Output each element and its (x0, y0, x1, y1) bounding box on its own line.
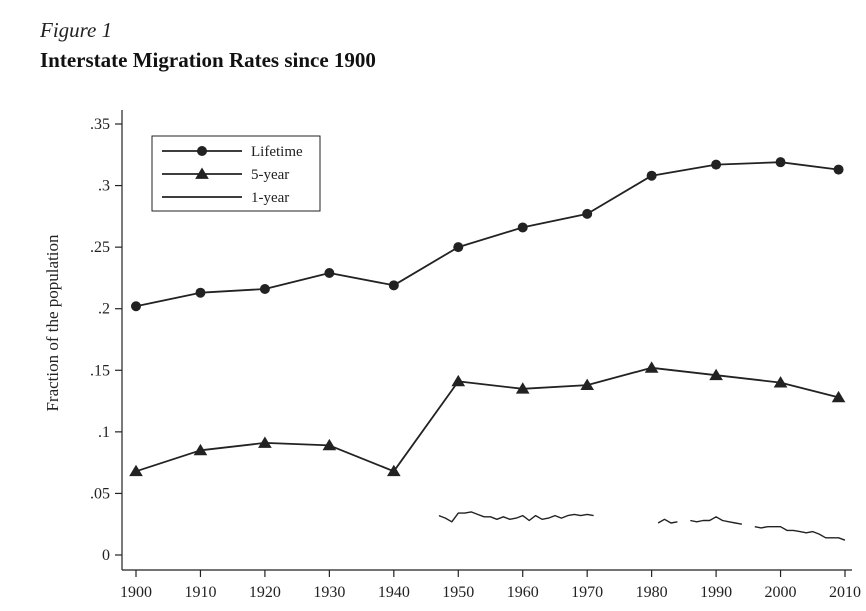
x-tick-label: 1990 (700, 584, 732, 601)
series-line (135, 161, 839, 308)
x-tick-label: 1970 (571, 584, 603, 601)
y-tick-label: .35 (90, 116, 110, 133)
x-tick-label: 1950 (442, 584, 474, 601)
series-line (657, 518, 678, 524)
data-point-circle (833, 164, 844, 175)
data-point-triangle (129, 464, 143, 477)
data-point-circle (517, 222, 528, 233)
figure-title: Interstate Migration Rates since 1900 (40, 48, 376, 72)
data-point-circle (195, 287, 206, 298)
data-point-circle (775, 157, 786, 168)
y-tick-label: .3 (98, 178, 110, 195)
series-line (135, 366, 839, 473)
y-tick-label: .05 (90, 485, 110, 502)
legend-marker-triangle (195, 167, 209, 179)
x-tick-label: 2010 (829, 584, 861, 601)
x-tick-label: 1900 (120, 584, 152, 601)
chart-axes: 0 .05 .1 .15 .2 .25 .3 .35 1900 1910 1920 1930 1940 1… (90, 110, 861, 601)
data-point-triangle (580, 378, 595, 390)
legend-label: Lifetime (251, 144, 303, 160)
x-tick-label: 2000 (765, 584, 797, 601)
x-tick-label: 1940 (378, 584, 410, 601)
y-tick-label: .1 (98, 424, 110, 441)
legend-label: 5-year (251, 167, 289, 183)
y-axis-title: Fraction of the population (43, 234, 62, 412)
data-point-circle (131, 301, 141, 312)
data-point-triangle (193, 443, 208, 456)
data-point-triangle (773, 376, 788, 388)
data-point-triangle (709, 368, 723, 381)
data-point-triangle (831, 390, 846, 403)
chart-series (129, 157, 846, 541)
data-point-triangle (644, 361, 659, 373)
data-point-triangle (515, 382, 530, 394)
chart-legend: Lifetime 5-year 1-year (151, 135, 321, 212)
y-tick-label: 0 (102, 547, 110, 564)
x-tick-label: 1960 (507, 584, 539, 601)
series-lifetime (131, 157, 844, 312)
x-tick-label: 1980 (636, 584, 668, 601)
figure-label: Figure 1 (40, 18, 113, 42)
y-tick-label: .25 (90, 239, 110, 256)
data-point-circle (646, 170, 657, 181)
series-line (690, 516, 743, 525)
series-line (438, 511, 594, 523)
data-point-circle (453, 242, 464, 253)
legend-label: 1-year (251, 190, 289, 206)
data-point-circle (259, 284, 270, 295)
series-5-year (129, 361, 846, 477)
x-tick-label: 1930 (313, 584, 345, 601)
data-point-circle (582, 208, 593, 219)
data-point-triangle (451, 374, 466, 387)
y-tick-label: .15 (90, 362, 110, 379)
data-point-circle (711, 159, 722, 170)
data-point-circle (324, 268, 335, 279)
data-point-circle (388, 280, 399, 291)
series-line (754, 526, 846, 541)
data-point-triangle (258, 436, 272, 448)
data-point-triangle (322, 438, 337, 451)
series-1-year (438, 511, 846, 541)
legend-marker-circle (197, 146, 207, 156)
x-tick-label: 1910 (184, 584, 216, 601)
y-tick-label: .2 (98, 301, 110, 318)
x-tick-label: 1920 (249, 584, 281, 601)
data-point-triangle (386, 464, 401, 477)
